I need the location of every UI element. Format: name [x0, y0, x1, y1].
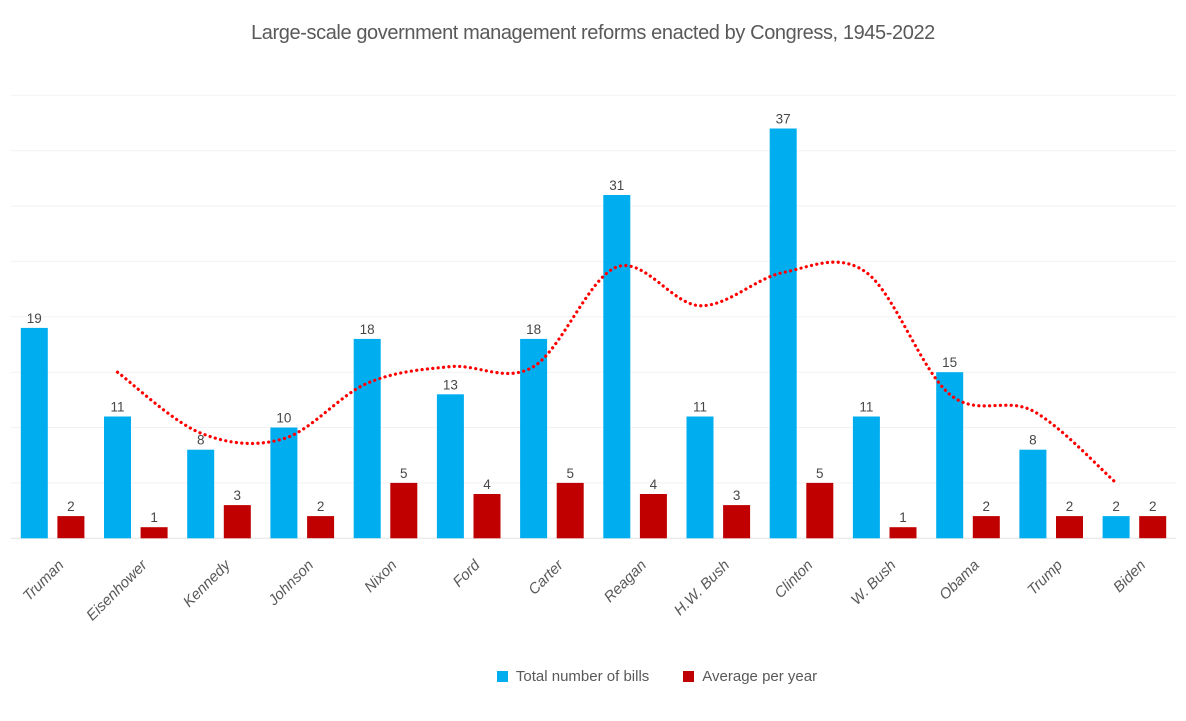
bar-total-number-of-bills-biden — [1102, 516, 1130, 539]
category-label-johnson: Johnson — [264, 557, 317, 610]
bar-total-number-of-bills-h-w-bush — [686, 416, 714, 539]
category-label-truman: Truman — [20, 557, 68, 605]
bar-average-per-year-obama — [972, 516, 1000, 539]
legend-swatch-total-bills-icon — [496, 671, 508, 682]
bar-total-number-of-bills-trump — [1019, 449, 1047, 539]
bar-total-number-of-bills-eisenhower — [104, 416, 131, 539]
bar-total-number-of-bills-clinton — [769, 128, 797, 539]
bar-average-per-year-nixon — [390, 482, 418, 539]
bar-total-number-of-bills-kennedy — [187, 449, 215, 539]
bar-average-per-year-kennedy — [223, 505, 251, 539]
value-label-average-per-year-truman: 2 — [67, 499, 75, 514]
bar-average-per-year-truman — [57, 516, 85, 539]
bar-total-number-of-bills-nixon — [353, 338, 381, 539]
bar-average-per-year-h-w-bush — [723, 505, 751, 539]
bar-total-number-of-bills-truman — [20, 327, 48, 539]
bar-average-per-year-eisenhower — [140, 527, 168, 539]
value-label-average-per-year-johnson: 2 — [317, 499, 325, 514]
bar-average-per-year-biden — [1139, 516, 1167, 539]
category-label-kennedy: Kennedy — [180, 556, 235, 611]
value-label-average-per-year-kennedy: 3 — [234, 488, 242, 503]
bar-total-number-of-bills-obama — [936, 372, 964, 539]
value-label-total-number-of-bills-biden: 2 — [1112, 499, 1120, 514]
bar-total-number-of-bills-carter — [520, 338, 548, 539]
category-label-ford: Ford — [450, 556, 484, 590]
bar-total-number-of-bills-reagan — [603, 195, 631, 539]
bar-average-per-year-trump — [1056, 516, 1083, 539]
value-label-total-number-of-bills-obama: 15 — [942, 355, 957, 370]
bar-total-number-of-bills-w-bush — [852, 416, 880, 539]
value-label-average-per-year-ford: 4 — [483, 477, 491, 492]
legend-swatch-average-per-year-icon — [683, 671, 695, 682]
bar-average-per-year-w-bush — [889, 527, 917, 539]
category-label-reagan: Reagan — [601, 557, 650, 606]
bar-average-per-year-clinton — [806, 482, 834, 539]
value-label-total-number-of-bills-kennedy: 8 — [197, 433, 205, 448]
value-label-total-number-of-bills-nixon: 18 — [360, 322, 375, 337]
legend-item-total-bills: Total number of bills — [496, 668, 650, 685]
value-label-total-number-of-bills-ford: 13 — [443, 377, 458, 392]
category-label-h-w-bush: H.W. Bush — [671, 557, 733, 619]
value-label-total-number-of-bills-eisenhower: 11 — [110, 400, 124, 415]
value-label-average-per-year-nixon: 5 — [400, 466, 408, 481]
category-label-biden: Biden — [1110, 557, 1149, 596]
bar-average-per-year-reagan — [639, 494, 667, 539]
value-label-average-per-year-eisenhower: 1 — [150, 510, 158, 525]
legend-item-average-per-year: Average per year — [683, 668, 817, 685]
value-label-total-number-of-bills-johnson: 10 — [276, 411, 291, 426]
value-label-total-number-of-bills-reagan: 31 — [609, 178, 624, 193]
value-label-total-number-of-bills-clinton: 37 — [776, 112, 791, 127]
value-label-average-per-year-trump: 2 — [1066, 499, 1074, 514]
category-label-clinton: Clinton — [771, 557, 816, 602]
category-label-carter: Carter — [525, 556, 567, 598]
category-label-obama: Obama — [936, 557, 983, 604]
bar-total-number-of-bills-johnson — [270, 427, 298, 539]
value-label-average-per-year-obama: 2 — [983, 499, 991, 514]
legend-label-total-bills: Total number of bills — [515, 668, 650, 685]
value-label-average-per-year-biden: 2 — [1149, 499, 1157, 514]
value-label-total-number-of-bills-h-w-bush: 11 — [693, 400, 707, 415]
chart-title: Large-scale government management reform… — [251, 22, 935, 44]
value-label-average-per-year-carter: 5 — [566, 466, 574, 481]
legend: Total number of bills Average per year — [0, 668, 1186, 685]
category-label-nixon: Nixon — [361, 557, 400, 596]
bar-average-per-year-johnson — [307, 516, 335, 539]
category-label-w-bush: W. Bush — [848, 557, 900, 609]
category-label-trump: Trump — [1024, 557, 1066, 599]
value-label-total-number-of-bills-w-bush: 11 — [859, 400, 873, 415]
legend-items: Total number of bills Average per year — [496, 668, 817, 685]
bar-average-per-year-carter — [556, 482, 584, 539]
bar-total-number-of-bills-ford — [436, 394, 464, 539]
category-label-eisenhower: Eisenhower — [83, 556, 151, 624]
legend-label-average-per-year: Average per year — [702, 668, 818, 685]
value-label-total-number-of-bills-trump: 8 — [1029, 433, 1037, 448]
value-label-average-per-year-w-bush: 1 — [899, 510, 907, 525]
value-label-average-per-year-clinton: 5 — [816, 466, 824, 481]
trendline-dotted — [115, 260, 1118, 485]
value-label-average-per-year-h-w-bush: 3 — [733, 488, 741, 503]
bar-average-per-year-ford — [473, 494, 501, 539]
value-label-total-number-of-bills-truman: 19 — [27, 311, 42, 326]
value-label-total-number-of-bills-carter: 18 — [526, 322, 541, 337]
value-label-average-per-year-reagan: 4 — [650, 477, 658, 492]
